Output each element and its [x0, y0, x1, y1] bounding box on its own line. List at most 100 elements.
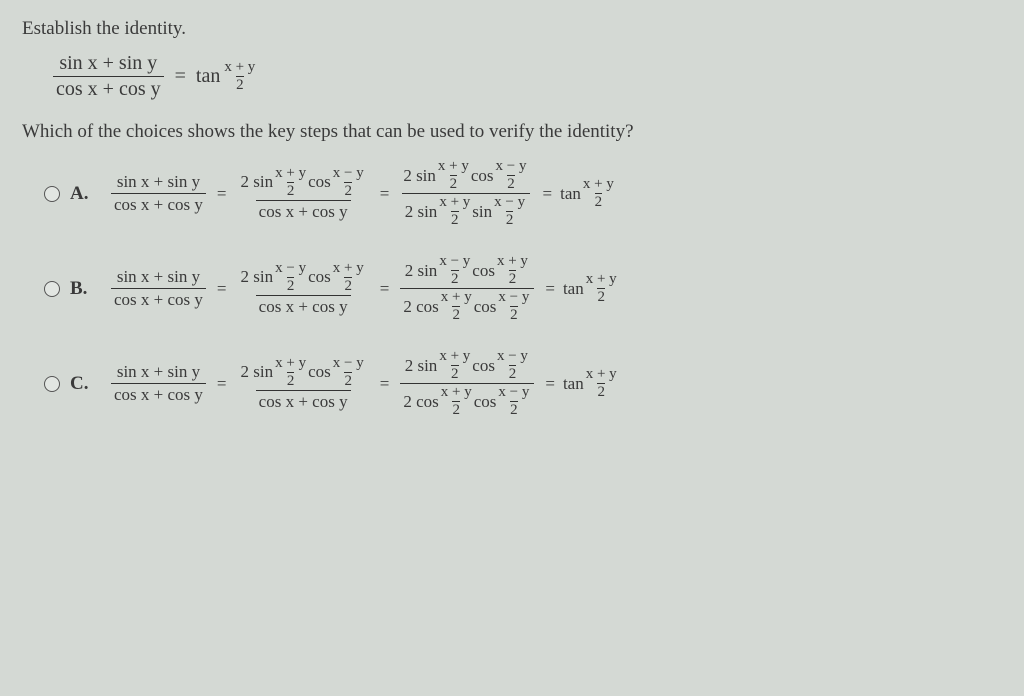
n: x + y	[439, 349, 470, 365]
n: x + y	[497, 254, 528, 270]
radio-b[interactable]	[44, 281, 60, 297]
coef: 2	[405, 356, 414, 376]
d: 2	[344, 372, 352, 389]
eq: =	[545, 279, 555, 299]
b-s2-num: 2 sin x − y2 cos x + y2	[402, 254, 533, 288]
choice-a-equation: sin x + sin y cos x + cos y = 2 sin x + …	[108, 159, 616, 228]
d: 2	[451, 270, 459, 287]
n: x − y	[496, 159, 527, 175]
d: 2	[450, 175, 458, 192]
n: x − y	[333, 166, 364, 182]
d: 2	[451, 365, 459, 382]
c-lhs-num: sin x + sin y	[114, 362, 203, 383]
radio-a[interactable]	[44, 186, 60, 202]
b-s1-den: cos x + cos y	[256, 295, 351, 317]
eq: =	[217, 184, 227, 204]
eq: =	[217, 374, 227, 394]
c-lhs-den: cos x + cos y	[111, 383, 206, 405]
cos-fn: cos	[416, 392, 439, 412]
c-s2-num: 2 sin x + y2 cos x − y2	[402, 349, 533, 383]
c-s2-den: 2 cos x + y2 cos x − y2	[400, 383, 534, 418]
n: x + y	[438, 159, 469, 175]
cos-fn: cos	[474, 392, 497, 412]
d: 2	[509, 270, 517, 287]
radio-c[interactable]	[44, 376, 60, 392]
tan-fn: tan	[196, 65, 220, 88]
identity-rhs-den: 2	[236, 76, 244, 93]
choice-b-equation: sin x + sin y cos x + cos y = 2 sin x − …	[108, 254, 619, 323]
coef: 2	[241, 172, 250, 192]
d: 2	[597, 383, 605, 400]
coef: 2	[403, 297, 412, 317]
cos-fn: cos	[472, 356, 495, 376]
identity-lhs-num: sin x + sin y	[56, 52, 160, 76]
d: 2	[287, 372, 295, 389]
sin-fn: sin	[416, 166, 436, 186]
tan-fn: tan	[560, 184, 581, 204]
cos-fn: cos	[471, 166, 494, 186]
eq: =	[545, 374, 555, 394]
n: x − y	[497, 349, 528, 365]
d: 2	[452, 401, 460, 418]
question-text: Which of the choices shows the key steps…	[22, 121, 1002, 143]
choice-a[interactable]: A. sin x + sin y cos x + cos y = 2 sin x…	[44, 159, 1002, 228]
d: 2	[507, 175, 515, 192]
a-s1-den: cos x + cos y	[256, 200, 351, 222]
d: 2	[287, 277, 295, 294]
cos-fn: cos	[474, 297, 497, 317]
d: 2	[452, 306, 460, 323]
sin-fn: sin	[417, 261, 437, 281]
b-s2-den: 2 cos x + y2 cos x − y2	[400, 288, 534, 323]
a-s2-num: 2 sin x + y2 cos x − y2	[400, 159, 531, 193]
a-s2-den: 2 sin x + y2 sin x − y2	[402, 193, 530, 228]
n: x + y	[586, 272, 617, 288]
d: 2	[510, 306, 518, 323]
d: 2	[509, 365, 517, 382]
cos-fn: cos	[472, 261, 495, 281]
n: x + y	[441, 290, 472, 306]
eq: =	[217, 279, 227, 299]
d: 2	[595, 193, 603, 210]
identity-rhs-num: x + y	[224, 60, 255, 76]
sin-fn: sin	[253, 362, 273, 382]
sin-fn: sin	[472, 202, 492, 222]
n: x + y	[439, 195, 470, 211]
n: x + y	[583, 177, 614, 193]
n: x + y	[275, 356, 306, 372]
d: 2	[344, 277, 352, 294]
d: 2	[344, 182, 352, 199]
n: x − y	[439, 254, 470, 270]
sin-fn: sin	[253, 267, 273, 287]
choice-label-a: A.	[70, 183, 94, 205]
tan-fn: tan	[563, 374, 584, 394]
cos-fn: cos	[308, 362, 331, 382]
d: 2	[506, 211, 514, 228]
c-s1-den: cos x + cos y	[256, 390, 351, 412]
eq: =	[380, 279, 390, 299]
coef: 2	[241, 362, 250, 382]
cos-fn: cos	[308, 267, 331, 287]
identity-lhs-den: cos x + cos y	[53, 76, 164, 101]
eq: =	[543, 184, 553, 204]
coef: 2	[405, 202, 414, 222]
d: 2	[510, 401, 518, 418]
b-lhs-den: cos x + cos y	[111, 288, 206, 310]
cos-fn: cos	[308, 172, 331, 192]
n: x − y	[275, 261, 306, 277]
equals-sign: =	[175, 65, 186, 88]
choice-label-c: C.	[70, 373, 94, 395]
eq: =	[380, 374, 390, 394]
identity-equation: sin x + sin y cos x + cos y = tan x + y …	[50, 52, 1002, 101]
n: x + y	[441, 385, 472, 401]
coef: 2	[405, 261, 414, 281]
choice-b[interactable]: B. sin x + sin y cos x + cos y = 2 sin x…	[44, 254, 1002, 323]
n: x − y	[333, 356, 364, 372]
eq: =	[380, 184, 390, 204]
n: x − y	[498, 290, 529, 306]
b-lhs-num: sin x + sin y	[114, 267, 203, 288]
d: 2	[451, 211, 459, 228]
choice-c[interactable]: C. sin x + sin y cos x + cos y = 2 sin x…	[44, 349, 1002, 418]
sin-fn: sin	[417, 202, 437, 222]
tan-fn: tan	[563, 279, 584, 299]
n: x + y	[586, 367, 617, 383]
